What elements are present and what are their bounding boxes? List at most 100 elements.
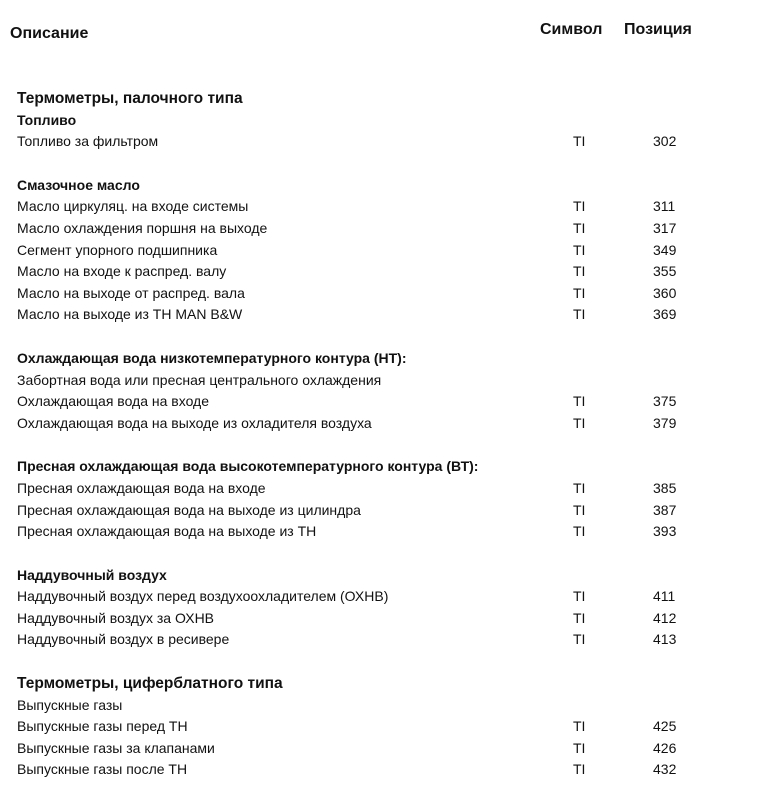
item-position: 432 bbox=[653, 761, 677, 778]
section: Охлаждающая вода низкотемпературного кон… bbox=[17, 348, 757, 434]
item-symbol: TI bbox=[573, 414, 586, 431]
list-item: Масло на входе к распред. валу TI 355 bbox=[17, 261, 757, 283]
section: Термометры, циферблатного типа Выпускные … bbox=[17, 673, 757, 781]
section: Термометры, палочного типа Топливо Топливо… bbox=[17, 88, 757, 153]
item-symbol: TI bbox=[573, 241, 586, 258]
instrument-list: Термометры, палочного типа Топливо Топливо… bbox=[17, 88, 757, 781]
item-description: Наддувочный воздух перед воздухоохладите… bbox=[17, 588, 389, 605]
list-item: Наддувочный воздух в ресивере TI 413 bbox=[17, 629, 757, 651]
item-position: 302 bbox=[653, 133, 677, 150]
list-item: Выпускные газы после ТН TI 432 bbox=[17, 759, 757, 781]
item-description: Пресная охлаждающая вода на входе bbox=[17, 479, 266, 496]
item-symbol: TI bbox=[573, 219, 586, 236]
item-position: 369 bbox=[653, 306, 677, 323]
section-title: Термометры, циферблатного типа bbox=[17, 673, 757, 695]
item-symbol: TI bbox=[573, 306, 586, 323]
subsection-heading: Смазочное масло bbox=[17, 175, 757, 197]
item-symbol: TI bbox=[573, 609, 586, 626]
item-position: 317 bbox=[653, 219, 677, 236]
item-symbol: TI bbox=[573, 718, 586, 735]
item-description: Топливо за фильтром bbox=[17, 133, 159, 150]
list-item: Масло на выходе из ТН MAN B&W TI 369 bbox=[17, 304, 757, 326]
item-position: 360 bbox=[653, 284, 677, 301]
subsection-heading: Наддувочный воздух bbox=[17, 565, 757, 587]
item-symbol: TI bbox=[573, 501, 586, 518]
item-description: Наддувочный воздух за ОХНВ bbox=[17, 609, 215, 626]
list-item: Масло на выходе от распред. вала TI 360 bbox=[17, 283, 757, 305]
item-position: 412 bbox=[653, 609, 677, 626]
column-header-position: Позиция bbox=[624, 21, 692, 38]
item-position: 425 bbox=[653, 718, 677, 735]
list-item: Выпускные газы перед ТН TI 425 bbox=[17, 716, 757, 738]
item-position: 349 bbox=[653, 241, 677, 258]
list-item: Пресная охлаждающая вода на выходе из ТН… bbox=[17, 521, 757, 543]
list-item: Пресная охлаждающая вода на входе TI 385 bbox=[17, 478, 757, 500]
item-symbol: TI bbox=[573, 588, 586, 605]
item-description: Выпускные газы перед ТН bbox=[17, 718, 188, 735]
item-position: 385 bbox=[653, 479, 677, 496]
item-description: Забортная вода или пресная центрального … bbox=[17, 371, 382, 388]
list-item: Выпускные газы bbox=[17, 695, 757, 717]
item-description: Масло циркуляц. на входе системы bbox=[17, 198, 249, 215]
column-header-description: Описание bbox=[10, 25, 89, 42]
item-symbol: TI bbox=[573, 479, 586, 496]
item-description: Масло на входе к распред. валу bbox=[17, 263, 227, 280]
item-symbol: TI bbox=[573, 523, 586, 540]
item-description: Топливо bbox=[17, 111, 77, 128]
section: Наддувочный воздух Наддувочный воздух пер… bbox=[17, 565, 757, 651]
item-description: Масло на выходе от распред. вала bbox=[17, 284, 245, 301]
list-item: Наддувочный воздух перед воздухоохладите… bbox=[17, 586, 757, 608]
list-item: Охлаждающая вода на входе TI 375 bbox=[17, 391, 757, 413]
list-item: Выпускные газы за клапанами TI 426 bbox=[17, 738, 757, 760]
item-position: 375 bbox=[653, 393, 677, 410]
list-item: Масло циркуляц. на входе системы TI 311 bbox=[17, 196, 757, 218]
item-description: Выпускные газы за клапанами bbox=[17, 739, 215, 756]
item-description: Наддувочный воздух в ресивере bbox=[17, 631, 230, 648]
item-description: Пресная охлаждающая вода на выходе из ТН bbox=[17, 523, 317, 540]
item-symbol: TI bbox=[573, 263, 586, 280]
list-item: Сегмент упорного подшипника TI 349 bbox=[17, 240, 757, 262]
list-item: Топливо за фильтром TI 302 bbox=[17, 131, 757, 153]
item-description: Масло охлаждения поршня на выходе bbox=[17, 219, 268, 236]
item-symbol: TI bbox=[573, 284, 586, 301]
subsection-heading: Пресная охлаждающая вода высокотемперату… bbox=[17, 456, 757, 478]
item-position: 387 bbox=[653, 501, 677, 518]
item-position: 355 bbox=[653, 263, 677, 280]
subsection-heading: Топливо bbox=[17, 110, 757, 132]
item-position: 311 bbox=[653, 198, 676, 215]
item-position: 393 bbox=[653, 523, 677, 540]
item-description: Выпускные газы bbox=[17, 696, 123, 713]
item-description: Охлаждающая вода на выходе из охладителя… bbox=[17, 414, 372, 431]
item-symbol: TI bbox=[573, 739, 586, 756]
column-header-symbol: Символ bbox=[540, 21, 603, 38]
item-position: 426 bbox=[653, 739, 677, 756]
subsection-heading: Охлаждающая вода низкотемпературного кон… bbox=[17, 348, 757, 370]
item-symbol: TI bbox=[573, 133, 586, 150]
item-position: 411 bbox=[653, 588, 676, 605]
list-item: Охлаждающая вода на выходе из охладителя… bbox=[17, 413, 757, 435]
list-item: Пресная охлаждающая вода на выходе из ци… bbox=[17, 500, 757, 522]
section-title: Термометры, палочного типа bbox=[17, 88, 757, 110]
item-description: Масло на выходе из ТН MAN B&W bbox=[17, 306, 243, 323]
item-description: Наддувочный воздух bbox=[17, 566, 167, 583]
list-item: Масло охлаждения поршня на выходе TI 317 bbox=[17, 218, 757, 240]
section: Пресная охлаждающая вода высокотемперату… bbox=[17, 456, 757, 542]
item-description: Пресная охлаждающая вода высокотемперату… bbox=[17, 458, 479, 475]
item-symbol: TI bbox=[573, 393, 586, 410]
item-description: Смазочное масло bbox=[17, 176, 140, 193]
list-item: Наддувочный воздух за ОХНВ TI 412 bbox=[17, 608, 757, 630]
item-description: Охлаждающая вода на входе bbox=[17, 393, 210, 410]
item-description: Термометры, палочного типа bbox=[17, 90, 243, 107]
item-description: Охлаждающая вода низкотемпературного кон… bbox=[17, 349, 407, 366]
item-symbol: TI bbox=[573, 631, 586, 648]
item-position: 413 bbox=[653, 631, 677, 648]
list-item: Забортная вода или пресная центрального … bbox=[17, 370, 757, 392]
item-symbol: TI bbox=[573, 198, 586, 215]
section: Смазочное масло Масло циркуляц. на входе … bbox=[17, 175, 757, 326]
item-position: 379 bbox=[653, 414, 677, 431]
item-description: Сегмент упорного подшипника bbox=[17, 241, 218, 258]
item-symbol: TI bbox=[573, 761, 586, 778]
item-description: Термометры, циферблатного типа bbox=[17, 675, 283, 693]
item-description: Пресная охлаждающая вода на выходе из ци… bbox=[17, 501, 361, 518]
item-description: Выпускные газы после ТН bbox=[17, 761, 188, 778]
